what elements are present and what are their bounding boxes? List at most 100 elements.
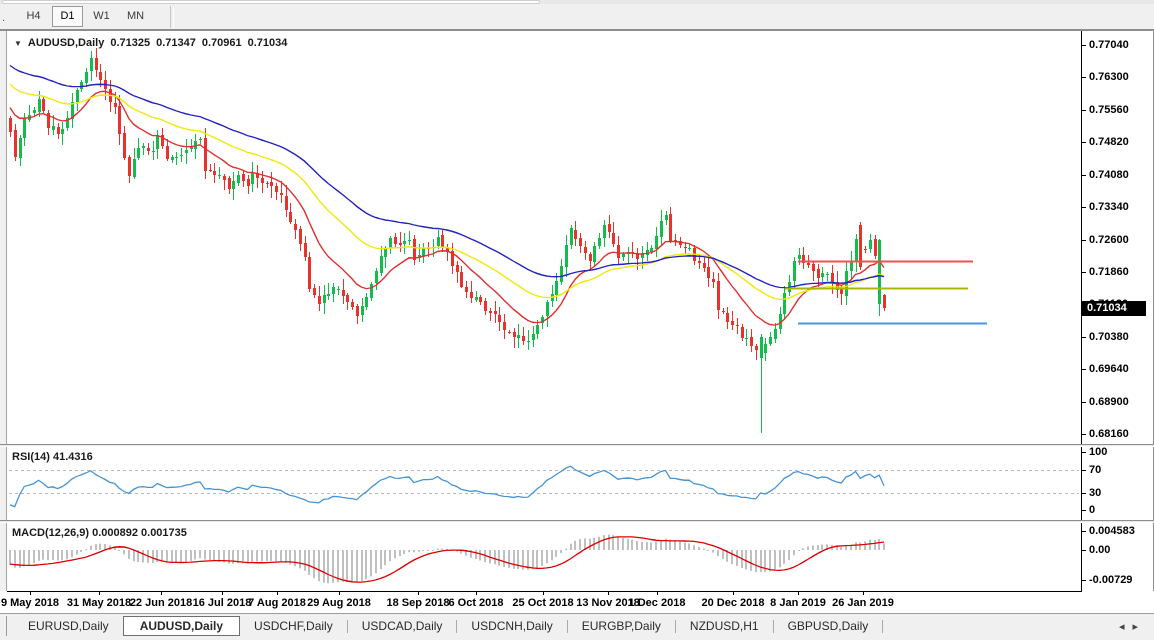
date-axis-label: 7 Aug 2018 bbox=[248, 597, 306, 609]
price-axis-tick bbox=[1082, 240, 1086, 241]
tab-gbpusd-daily[interactable]: GBPUSD,Daily bbox=[787, 619, 869, 633]
date-axis-tick bbox=[339, 592, 340, 595]
macd-axis-label: 0.00 bbox=[1089, 544, 1111, 556]
rsi-label: RSI(14) 41.4316 bbox=[12, 451, 93, 463]
date-axis-tick bbox=[657, 592, 658, 595]
tab-scroll-left-icon[interactable]: ◂ bbox=[1118, 621, 1133, 633]
tab-eurgbp-daily[interactable]: EURGBP,Daily bbox=[581, 619, 661, 633]
tab-divider bbox=[772, 619, 774, 633]
rsi-axis-label: 30 bbox=[1089, 487, 1102, 499]
price-axis-label: 0.72600 bbox=[1089, 234, 1129, 246]
macd-axis-tick bbox=[1082, 531, 1086, 532]
price-axis-tick bbox=[1082, 207, 1086, 208]
tab-usdcad-daily[interactable]: USDCAD,Daily bbox=[361, 619, 443, 633]
date-axis-tick bbox=[476, 592, 477, 595]
macd-panel-splitter[interactable] bbox=[0, 520, 1154, 523]
macd-axis-tick bbox=[1082, 550, 1086, 551]
price-axis-border bbox=[1081, 31, 1082, 591]
tab-nzdusd-h1[interactable]: NZDUSD,H1 bbox=[689, 619, 759, 633]
macd-axis-label: 0.004583 bbox=[1089, 525, 1135, 537]
date-axis-label: 9 May 2018 bbox=[0, 597, 60, 609]
date-axis-label: 26 Jan 2019 bbox=[832, 597, 894, 609]
timeframe-button-d1[interactable]: D1 bbox=[52, 6, 83, 27]
rsi-axis-label: 100 bbox=[1089, 446, 1108, 458]
macd-axis-label: -0.00729 bbox=[1089, 574, 1133, 586]
date-axis-tick bbox=[863, 592, 864, 595]
date-axis-label: 6 Oct 2018 bbox=[448, 597, 504, 609]
price-axis-tick bbox=[1082, 369, 1086, 370]
macd-indicator-canvas[interactable] bbox=[7, 523, 1081, 591]
chart-tab-bar: EURUSD,Daily AUDUSD,Daily USDCHF,Daily USDC… bbox=[0, 613, 1154, 638]
ohlc-low: 0.70961 bbox=[201, 37, 242, 49]
date-axis[interactable]: 9 May 2018 31 May 2018 22 Jun 2018 16 Jul 2… bbox=[0, 591, 1154, 613]
timeframe-button-w1[interactable]: W1 bbox=[93, 10, 110, 22]
price-axis-label: 0.68900 bbox=[1089, 396, 1129, 408]
tab-scroll-right-icon[interactable]: ▸ bbox=[1132, 621, 1146, 633]
timeframe-button-h4[interactable]: H4 bbox=[26, 10, 41, 22]
price-axis-tick bbox=[1082, 402, 1086, 403]
tab-usdchf-daily[interactable]: USDCHF,Daily bbox=[254, 619, 333, 633]
rsi-panel-splitter[interactable] bbox=[0, 444, 1154, 447]
date-axis-label: 31 May 2018 bbox=[66, 597, 132, 609]
tab-divider bbox=[674, 619, 676, 633]
price-axis-tick bbox=[1082, 434, 1086, 435]
price-axis-tick bbox=[1082, 45, 1086, 46]
rsi-axis-tick bbox=[1082, 470, 1086, 471]
date-axis-tick bbox=[418, 592, 419, 595]
chart-window-left-border bbox=[0, 31, 7, 613]
rsi-axis-tick bbox=[1082, 493, 1086, 494]
price-axis-tick bbox=[1082, 272, 1086, 273]
tab-scroll-arrows[interactable]: ◂▸ bbox=[1119, 620, 1146, 633]
date-axis-tick bbox=[277, 592, 278, 595]
price-axis-label: 0.74080 bbox=[1089, 169, 1129, 181]
date-axis-label: 8 Jan 2019 bbox=[770, 597, 826, 609]
rsi-axis-label: 0 bbox=[1089, 504, 1096, 516]
chart-symbol-label: AUDUSD,Daily bbox=[27, 37, 105, 49]
price-axis-tick bbox=[1082, 337, 1086, 338]
price-chart-canvas[interactable] bbox=[7, 31, 1081, 444]
price-axis-tick bbox=[1082, 175, 1086, 176]
timeframe-button-mn[interactable]: MN bbox=[126, 10, 145, 22]
date-axis-tick bbox=[608, 592, 609, 595]
date-axis-label: 29 Aug 2018 bbox=[307, 597, 371, 609]
macd-axis-tick bbox=[1082, 580, 1086, 581]
rsi-axis-tick bbox=[1082, 452, 1086, 453]
date-axis-line bbox=[7, 591, 1082, 592]
top-scrollbar-track bbox=[0, 0, 1154, 4]
date-axis-tick bbox=[543, 592, 544, 595]
date-axis-label: 22 Jun 2018 bbox=[129, 597, 193, 609]
tab-usdcnh-daily[interactable]: USDCNH,Daily bbox=[471, 619, 553, 633]
tab-divider bbox=[566, 619, 568, 633]
date-axis-label: 16 Jul 2018 bbox=[192, 597, 252, 609]
price-axis-tick bbox=[1082, 110, 1086, 111]
date-axis-tick bbox=[733, 592, 734, 595]
date-axis-label: 1 Dec 2018 bbox=[628, 597, 686, 609]
tab-bar-edge bbox=[0, 616, 7, 636]
rsi-indicator-canvas[interactable] bbox=[7, 447, 1081, 520]
price-axis-label: 0.68160 bbox=[1089, 428, 1129, 440]
price-axis-label: 0.71860 bbox=[1089, 266, 1129, 278]
tab-divider bbox=[456, 619, 458, 633]
price-axis-label: 0.75560 bbox=[1089, 104, 1129, 116]
ohlc-high: 0.71347 bbox=[156, 37, 196, 49]
date-axis-tick bbox=[99, 592, 100, 595]
price-axis-label: 0.73340 bbox=[1089, 201, 1129, 213]
collapse-indicator-icon[interactable]: ▼ bbox=[14, 39, 22, 48]
toolbar-partial-button[interactable]: . bbox=[2, 12, 6, 24]
chart-ohlc-header[interactable]: ▼ AUDUSD,Daily 0.71325 0.71347 0.70961 0.7103… bbox=[14, 37, 293, 49]
macd-label: MACD(12,26,9) 0.000892 0.001735 bbox=[12, 527, 187, 539]
date-axis-label: 25 Oct 2018 bbox=[512, 597, 574, 609]
price-axis-label: 0.70380 bbox=[1089, 331, 1129, 343]
tab-eurusd-daily[interactable]: EURUSD,Daily bbox=[28, 619, 109, 633]
top-scrollbar-thumb[interactable] bbox=[2, 0, 540, 4]
date-axis-tick bbox=[798, 592, 799, 595]
price-axis-label: 0.76300 bbox=[1089, 71, 1129, 83]
price-axis-label: 0.74820 bbox=[1089, 136, 1129, 148]
ohlc-close: 0.71034 bbox=[247, 37, 288, 49]
date-axis-label: 20 Dec 2018 bbox=[701, 597, 765, 609]
price-axis-tick bbox=[1082, 77, 1086, 78]
tab-audusd-daily[interactable]: AUDUSD,Daily bbox=[122, 616, 241, 636]
date-axis-label: 13 Nov 2018 bbox=[576, 597, 640, 609]
date-axis-tick bbox=[161, 592, 162, 595]
